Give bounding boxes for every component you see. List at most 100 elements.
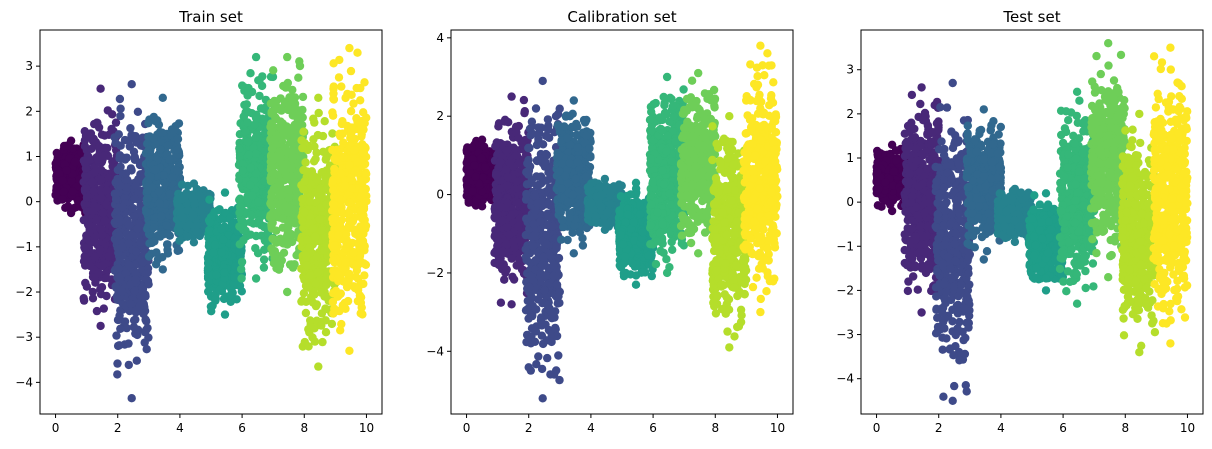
scatter-point xyxy=(116,154,126,164)
scatter-point xyxy=(283,287,292,297)
scatter-point xyxy=(131,132,140,141)
x-tick-label: 2 xyxy=(114,421,122,435)
scatter-point xyxy=(285,203,294,212)
scatter-point xyxy=(173,134,183,144)
scatter-point xyxy=(299,127,308,136)
scatter-point xyxy=(142,207,151,217)
scatter-point xyxy=(117,287,126,296)
scatter-point xyxy=(360,78,369,87)
scatter-point xyxy=(329,94,338,104)
scatter-point xyxy=(360,271,369,280)
scatter-point xyxy=(259,255,269,264)
scatter-point xyxy=(280,167,290,176)
scatter-point xyxy=(251,244,260,253)
scatter-point xyxy=(298,113,307,122)
scatter-point xyxy=(113,315,123,325)
scatter-point xyxy=(182,222,191,232)
scatter-point xyxy=(319,147,328,156)
scatter-point xyxy=(477,135,487,144)
scatter-point xyxy=(188,210,198,219)
x-tick-label: 4 xyxy=(176,421,184,435)
scatter-point xyxy=(81,261,90,270)
scatter-point xyxy=(131,275,140,284)
scatter-point xyxy=(353,48,362,57)
scatter-point xyxy=(337,82,346,91)
scatter-point xyxy=(353,231,362,240)
scatter-point xyxy=(329,82,338,91)
scatter-point xyxy=(318,261,327,270)
scatter-point xyxy=(462,158,471,167)
scatter-point xyxy=(269,259,279,268)
scatter-point xyxy=(356,298,366,307)
scatter-point xyxy=(345,269,354,279)
scatter-point xyxy=(339,152,348,162)
scatter-point xyxy=(306,271,315,280)
scatter-point xyxy=(79,294,88,303)
scatter-point xyxy=(470,161,479,170)
scatter-point xyxy=(283,52,292,62)
scatter-point xyxy=(230,273,239,282)
scatter-point xyxy=(359,108,368,117)
scatter-point xyxy=(309,114,318,123)
scatter-point xyxy=(314,362,323,371)
scatter-point xyxy=(490,258,499,268)
scatter-point xyxy=(295,57,304,66)
scatter-point xyxy=(149,223,159,232)
scatter-point xyxy=(244,150,254,160)
scatter-point xyxy=(88,294,98,303)
scatter-point xyxy=(358,148,368,157)
scatter-point xyxy=(66,208,76,218)
scatter-point xyxy=(173,246,182,255)
scatter-point xyxy=(52,148,61,158)
scatter-point xyxy=(300,337,309,347)
scatter-point xyxy=(301,158,310,167)
scatter-point xyxy=(113,359,122,368)
scatter-point xyxy=(220,310,230,319)
scatter-point xyxy=(92,118,102,127)
scatter-point xyxy=(115,231,124,240)
scatter-point xyxy=(52,182,61,192)
scatter-point xyxy=(269,169,279,178)
scatter-point xyxy=(116,104,125,113)
scatter-point xyxy=(206,302,216,311)
scatter-point xyxy=(302,261,312,270)
scatter-point xyxy=(111,189,121,198)
scatter-point xyxy=(288,85,297,95)
scatter-point xyxy=(116,141,125,150)
scatter-point xyxy=(130,152,139,162)
scatter-point xyxy=(128,204,137,213)
scatter-point xyxy=(134,174,143,184)
scatter-point xyxy=(270,135,279,144)
scatter-point xyxy=(217,224,226,234)
scatter-point xyxy=(113,341,123,351)
scatter-point xyxy=(283,185,292,194)
scatter-point xyxy=(297,136,306,145)
scatter-point xyxy=(352,83,361,93)
scatter-point xyxy=(297,297,306,306)
scatter-point xyxy=(246,217,255,227)
scatter-point xyxy=(163,245,172,254)
scatter-point xyxy=(80,243,89,252)
scatter-point xyxy=(196,193,206,202)
scatter-point xyxy=(98,208,108,218)
scatter-point xyxy=(346,107,356,116)
scatter-point xyxy=(203,264,213,273)
scatter-point xyxy=(248,191,257,200)
scatter-point xyxy=(132,356,141,365)
scatter-point xyxy=(318,131,328,141)
scatter-point xyxy=(88,177,97,187)
scatter-point xyxy=(298,92,308,102)
scatter-point xyxy=(276,117,285,126)
y-tick-label: 1 xyxy=(25,149,33,163)
scatter-point xyxy=(334,270,343,279)
scatter-point xyxy=(300,177,309,186)
scatter-point xyxy=(124,360,133,370)
scatter-point xyxy=(155,199,164,208)
scatter-point xyxy=(464,198,473,207)
scatter-point xyxy=(288,263,298,272)
scatter-point xyxy=(133,224,142,233)
scatter-point xyxy=(140,338,149,347)
scatter-point xyxy=(143,186,152,195)
scatter-point xyxy=(235,222,245,231)
